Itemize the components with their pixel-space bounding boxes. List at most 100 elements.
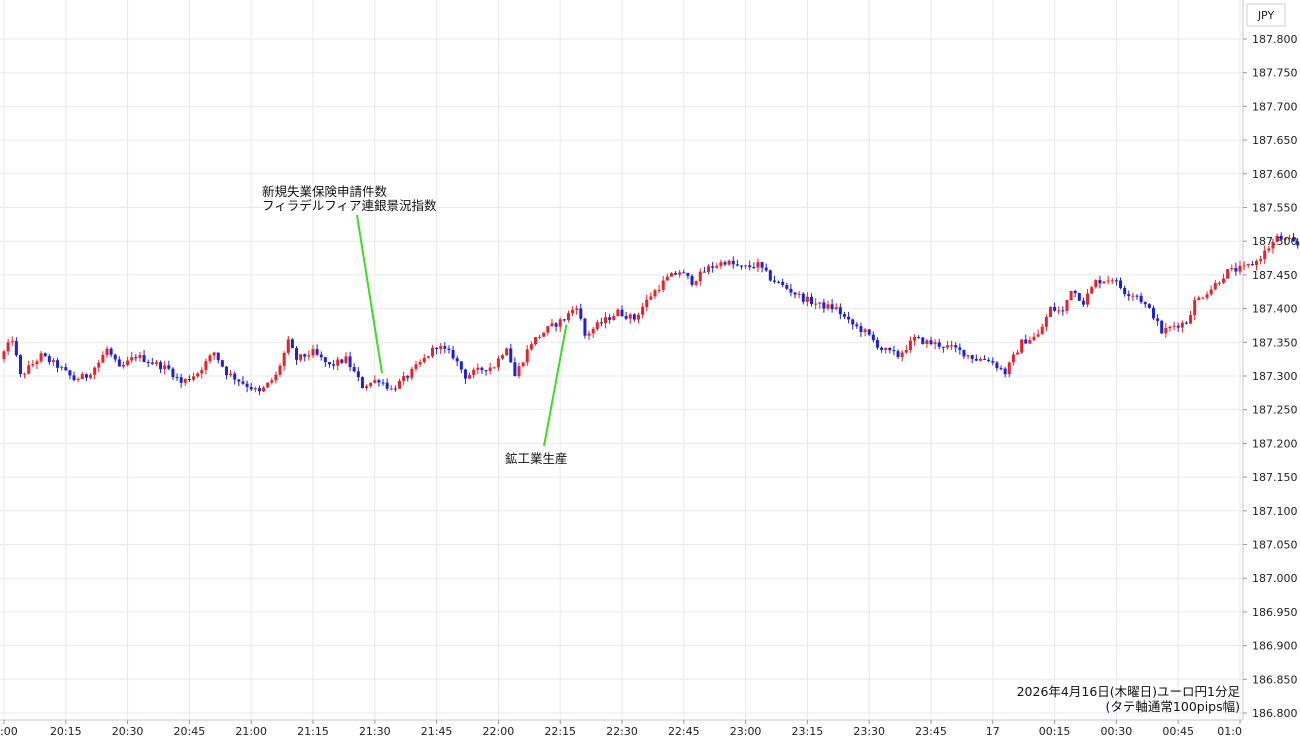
candle-body [1263,250,1267,260]
candle-body [686,272,690,276]
candle-body [1222,278,1226,283]
candle-body [1007,362,1011,375]
candle-body [1184,322,1188,324]
candle-body [327,362,331,365]
candle-body [1172,325,1176,327]
candle-body [748,265,752,268]
candle-body [307,355,311,357]
candle-body [941,346,945,348]
candle-body [501,355,505,359]
candle-body [1119,280,1123,288]
candle-body [674,273,678,275]
candle-body [381,382,385,384]
candle-body [801,293,805,302]
candle-body [402,376,406,381]
candle-body [884,347,888,350]
candle-body [608,317,612,320]
candle-body [1032,336,1036,341]
candle-body [764,267,768,271]
candle-body [892,350,896,352]
candle-body [1028,340,1032,344]
unit-label-box [1246,3,1286,27]
candle-body [970,355,974,359]
candle-body [752,267,756,269]
candle-body [550,323,554,327]
price-tick-label: 187.150 [1252,471,1298,484]
chart-title: 2026年4月16日(木曜日)ユーロ円1分足 [1017,684,1241,699]
candle-body [348,356,352,368]
candle-body [51,360,55,363]
candle-body [175,377,179,379]
candle-body [863,329,867,333]
candle-body [855,324,859,327]
candle-body [958,347,962,350]
candle-body [867,329,871,335]
candle-body [154,362,158,364]
candle-body [1061,310,1065,312]
candle-body [1250,263,1254,266]
price-tick-label: 187.100 [1252,505,1298,518]
price-tick-label: 187.550 [1252,202,1298,215]
candle-body [233,373,237,380]
candle-body [834,307,838,310]
candle-body [546,326,550,333]
candle-body [880,347,884,350]
candle-body [838,307,842,315]
price-tick-label: 187.250 [1252,404,1298,417]
candle-body [1098,280,1102,284]
candle-body [1230,268,1234,270]
candle-body [1226,269,1230,279]
candle-body [1094,280,1098,288]
candle-body [286,339,290,353]
candle-body [525,349,529,363]
candle-body [917,337,921,339]
candle-body [1205,294,1209,298]
candle-body [360,377,364,388]
time-tick-label: 22:30 [606,725,638,738]
candle-body [842,314,846,317]
candle-body [1176,325,1180,328]
time-tick-label: 23:30 [853,725,885,738]
candle-body [290,339,294,349]
candle-body [744,265,748,267]
candle-body [653,290,657,297]
annotation-label: 新規失業保険申請件数 [262,184,388,199]
candle-body [282,352,286,366]
time-tick-label: 01:0 [1217,725,1242,738]
candle-body [1065,300,1069,311]
candle-body [1086,293,1090,305]
candle-body [538,336,542,338]
time-tick-label: 21:45 [421,725,453,738]
candle-body [93,367,97,375]
price-tick-label: 187.400 [1252,303,1298,316]
candle-body [1139,295,1143,303]
candle-body [10,341,14,343]
price-tick-label: 187.600 [1252,168,1298,181]
time-axis: :00 20:15 20:30 20:45 21:00 21:15 21:30 21:45 22… [0,720,1242,738]
candle-body [690,275,694,285]
candle-body [777,281,781,283]
candle-body [723,262,727,265]
candle-body [1114,280,1118,282]
candle-body [797,293,801,295]
candle-body [575,308,579,310]
candle-body [888,347,892,351]
candle-body [1090,287,1094,294]
time-tick-label: 17 [986,725,1000,738]
candle-body [426,356,430,358]
candle-body [1069,290,1073,301]
candle-body [200,370,204,374]
time-tick-label: 21:30 [359,725,391,738]
candle-body [1123,287,1127,295]
candle-body [649,296,653,300]
time-tick-label: 21:15 [297,725,329,738]
candle-body [130,357,134,361]
candle-body [702,271,706,273]
candle-body [492,367,496,369]
candle-body [805,296,809,302]
candle-body [163,365,167,370]
candle-body [711,266,715,268]
candle-body [731,260,735,265]
candle-body [995,362,999,369]
candle-body [398,380,402,389]
